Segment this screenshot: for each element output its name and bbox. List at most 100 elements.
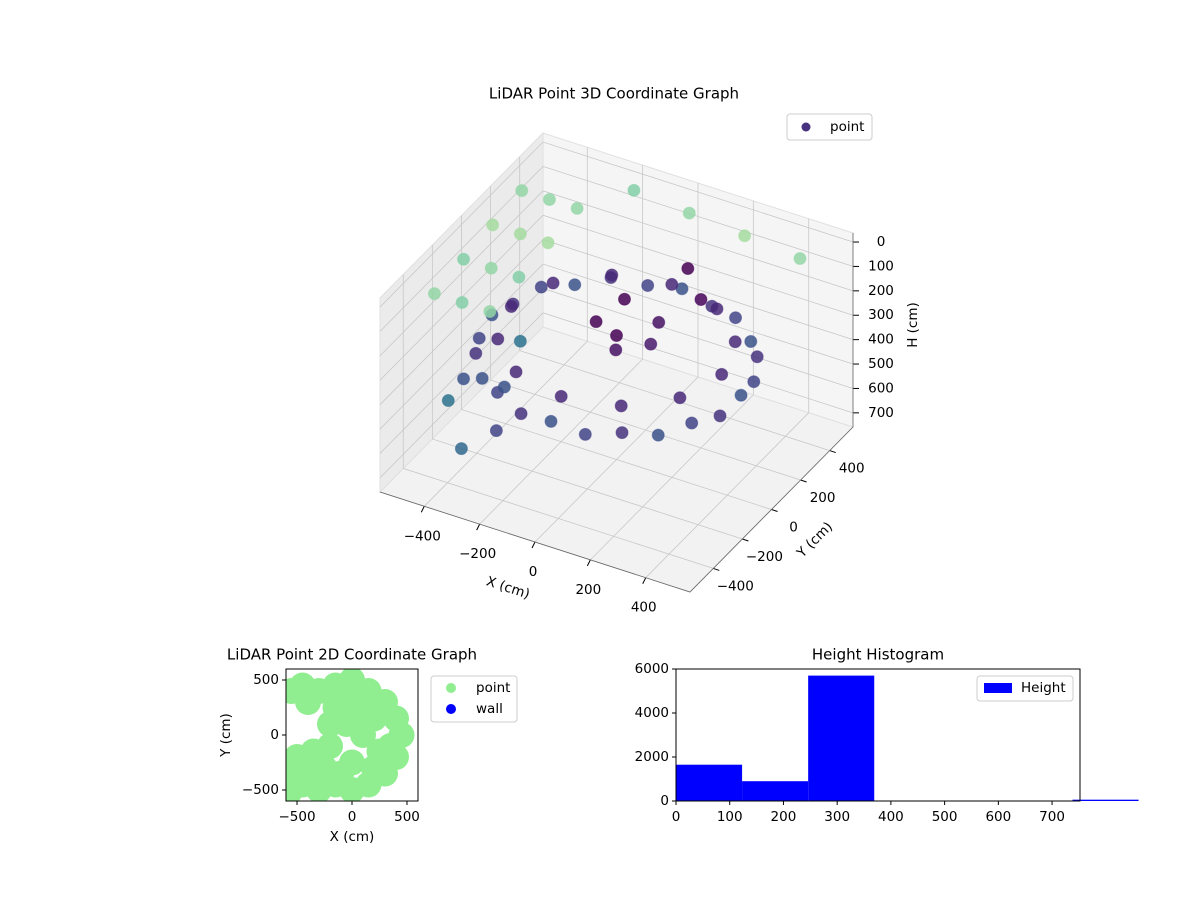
x-tick-label: −200 <box>459 546 496 562</box>
point <box>713 409 727 423</box>
point <box>644 337 658 351</box>
point <box>513 227 527 241</box>
point <box>681 262 695 276</box>
tick-mark <box>531 541 536 549</box>
point <box>627 183 641 197</box>
tick-mark <box>476 523 481 531</box>
y-tick-label: 500 <box>253 672 279 688</box>
point <box>515 184 529 198</box>
chart-title: Height Histogram <box>812 646 944 664</box>
y-tick-label: 0 <box>270 727 279 743</box>
legend-marker <box>801 122 811 132</box>
point <box>715 367 729 381</box>
point <box>682 206 696 220</box>
tick-mark <box>800 479 807 483</box>
legend-label: Height <box>1021 680 1066 696</box>
point <box>710 302 724 316</box>
x-tick-label: −500 <box>278 809 315 825</box>
point <box>491 332 505 346</box>
point <box>685 416 699 430</box>
y-tick-label: 4000 <box>635 705 669 721</box>
point <box>544 414 558 428</box>
point <box>617 292 631 306</box>
point <box>651 428 665 442</box>
point <box>568 278 582 292</box>
point <box>497 380 511 394</box>
x-tick-label: 300 <box>824 809 850 825</box>
point <box>486 218 500 232</box>
legend-label: point <box>830 119 864 135</box>
point <box>793 252 807 266</box>
x-tick-label: 0 <box>672 809 681 825</box>
point <box>542 192 556 206</box>
point <box>475 371 489 385</box>
y-axis-label: Y (cm) <box>793 519 836 562</box>
x-tick-label: 0 <box>348 809 357 825</box>
grid-line <box>379 214 854 381</box>
grid-line <box>645 218 810 578</box>
y-tick-label: 0 <box>660 793 669 809</box>
point <box>472 331 486 345</box>
legend-marker <box>984 683 1012 693</box>
point <box>747 375 761 389</box>
axes-frame <box>675 668 1081 802</box>
point <box>514 407 528 421</box>
legend-marker <box>446 683 456 693</box>
tick-mark <box>586 559 591 567</box>
y-tick-label: 200 <box>810 490 836 506</box>
z-tick-label: 500 <box>868 356 894 372</box>
grid-line <box>490 186 801 481</box>
x-axis-label: X (cm) <box>484 573 531 602</box>
point <box>694 293 708 307</box>
y-tick-label: 400 <box>839 461 865 477</box>
point <box>512 270 526 284</box>
x-tick-label: 400 <box>878 809 904 825</box>
point <box>489 424 503 438</box>
z-tick-label: 0 <box>877 234 886 250</box>
point <box>728 335 742 349</box>
grid-line <box>402 274 714 569</box>
y-axis-label: Y (cm) <box>218 713 234 758</box>
x-tick-label: 200 <box>575 582 601 598</box>
x-tick-label: 0 <box>529 564 538 580</box>
point <box>541 236 555 250</box>
point <box>457 252 471 266</box>
grid-line <box>534 183 699 543</box>
point <box>454 442 468 456</box>
point <box>578 427 592 441</box>
point <box>317 733 343 759</box>
legend-label: wall <box>476 701 503 717</box>
legend-marker <box>446 704 456 714</box>
grid-line <box>379 190 854 357</box>
y-tick-label: 2000 <box>635 749 669 765</box>
point <box>333 711 360 737</box>
point <box>534 280 548 294</box>
x-tick-label: 600 <box>985 809 1011 825</box>
z-axis-label: H (cm) <box>905 302 921 348</box>
point <box>377 733 404 759</box>
x-tick-label: 700 <box>1039 809 1065 825</box>
chart-title: LiDAR Point 2D Coordinate Graph <box>227 646 477 664</box>
point <box>665 277 679 291</box>
legend-box <box>976 675 1074 702</box>
z-tick-label: 100 <box>868 258 894 274</box>
grid-line <box>590 200 754 561</box>
point <box>455 296 469 310</box>
grid-line <box>424 147 588 507</box>
point <box>469 346 483 360</box>
point <box>361 755 387 781</box>
point <box>546 276 560 290</box>
bar <box>808 675 875 801</box>
z-tick-label: 200 <box>868 283 894 299</box>
bar <box>1072 799 1139 801</box>
z-tick-label: 400 <box>868 332 894 348</box>
point <box>729 311 743 325</box>
bar <box>742 781 809 801</box>
tick-mark <box>713 567 720 571</box>
x-tick-label: 200 <box>771 809 797 825</box>
y-tick-label: 0 <box>789 520 798 536</box>
point <box>652 315 666 329</box>
point <box>615 426 629 440</box>
x-tick-label: 400 <box>631 600 657 616</box>
